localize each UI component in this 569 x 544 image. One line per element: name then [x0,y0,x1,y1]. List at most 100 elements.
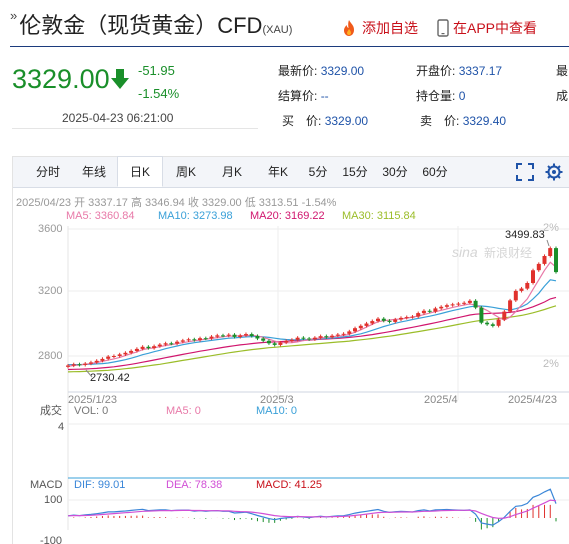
open-app-button[interactable]: 在APP中查看 [437,18,537,38]
tab-30min[interactable]: 30分 [382,165,408,179]
candle-body [387,320,392,322]
low-pointer [85,369,93,378]
candle-body [111,356,116,357]
tab-15min[interactable]: 15分 [342,165,368,179]
watermark-text: 新浪财经 [484,245,532,260]
candle-body [490,324,495,326]
instrument-name: 伦敦金（现货黄金）CFD [19,13,263,38]
candle-body [180,340,185,342]
tab-5min[interactable]: 5分 [308,165,328,179]
low-value-label: 2730.42 [90,372,130,384]
tab-intraday[interactable]: 分时 [35,165,60,179]
candle-body [249,334,254,336]
period-tabs: 分时 年线 日K 周K 月K 年K 5分 15分 30分 60分 [13,156,569,188]
volume-ma5: MA5: 0 [166,405,201,417]
candle-body [266,340,271,344]
candle-body [381,318,386,321]
candle-body [353,328,357,332]
ask-price-field: 卖 价: 3329.40 [420,114,507,128]
candle-body [238,335,243,337]
candle-body [307,338,312,340]
candle-body [215,335,220,337]
macd-y-tick-bottom: -100 [40,535,62,544]
y-tick-label: 2800 [38,350,62,362]
candle-body [175,341,180,344]
candle-body [393,319,398,322]
tab-yearline[interactable]: 年线 [81,165,106,179]
candle-body [255,336,260,339]
dif-line [67,488,557,526]
candle-body [163,343,168,345]
price-change-pct: -1.54% [138,86,180,101]
candle-body [157,344,162,347]
candle-body [456,303,461,305]
add-watchlist-label: 添加自选 [362,20,418,36]
candle-body [134,348,139,351]
candle-body [370,321,375,324]
ma10-label: MA10: 3273.98 [158,210,233,222]
ma30-label: MA30: 3115.84 [342,210,416,222]
candle-body [364,323,369,326]
candle-body [485,322,490,325]
price-divider [12,128,258,129]
macd-y-tick-top: 100 [44,494,62,506]
candle-body [66,365,70,367]
high-value-label: 3499.83 [505,229,545,241]
volume-label-truncated: 成 [556,89,569,103]
macd-value: MACD: 41.25 [256,479,322,491]
candle-body [358,325,363,329]
volume-y-tick: 4 [58,421,64,433]
tab-monthly-k[interactable]: 月K [221,165,242,179]
candle-body [94,360,99,363]
candle-body [278,342,283,345]
candle-body [554,248,558,273]
down-arrow-icon [111,69,129,89]
candle-body [341,333,346,335]
candle-body [335,334,340,336]
candle-body [376,318,380,322]
candle-body [502,311,507,320]
candle-body [295,337,300,340]
x-tick-label: 2025/4 [424,394,458,406]
candle-body [232,334,237,337]
tab-weekly-k[interactable]: 周K [175,165,196,179]
tab-daily-k[interactable]: 日K [117,156,163,187]
candle-body [399,317,403,320]
candle-body [531,270,535,283]
price-change: -51.95 [138,63,175,78]
candle-body [433,308,438,312]
candle-body [496,319,501,326]
tab-yearly-k[interactable]: 年K [267,165,288,179]
candle-body [169,343,174,345]
open-app-label: 在APP中查看 [453,20,538,36]
candle-body [89,362,93,364]
candle-body [542,256,547,264]
quote-time: 2025-04-23 06:21:00 [62,111,174,125]
x-tick-label: 2025/1/23 [68,394,117,406]
instrument-code: (XAU) [262,24,293,36]
y-tick-label: 3200 [38,285,62,297]
candle-body [146,346,151,349]
pct-label-bottom: 2% [543,358,559,370]
add-watchlist-button[interactable]: 添加自选 [340,18,418,38]
y-tick-label: 3600 [38,223,62,235]
candle-body [410,316,415,318]
ma5-label: MA5: 3360.84 [66,210,135,222]
settings-icon[interactable] [545,163,563,181]
candle-body [444,305,449,307]
candle-body [198,338,202,341]
fullscreen-icon[interactable] [516,163,534,181]
tab-60min[interactable]: 60分 [422,165,448,179]
ma30-line [67,305,557,373]
candle-body [347,331,352,334]
candle-body [261,338,266,341]
candle-body [186,339,191,341]
volume-value: VOL: 0 [74,405,108,417]
dea-value: DEA: 78.38 [166,479,222,491]
candle-body [513,290,518,301]
candle-body [330,335,335,338]
x-tick-label: 2025/3 [260,394,294,406]
settle-price-field: 结算价: -- [278,89,329,103]
candle-body [427,310,432,312]
